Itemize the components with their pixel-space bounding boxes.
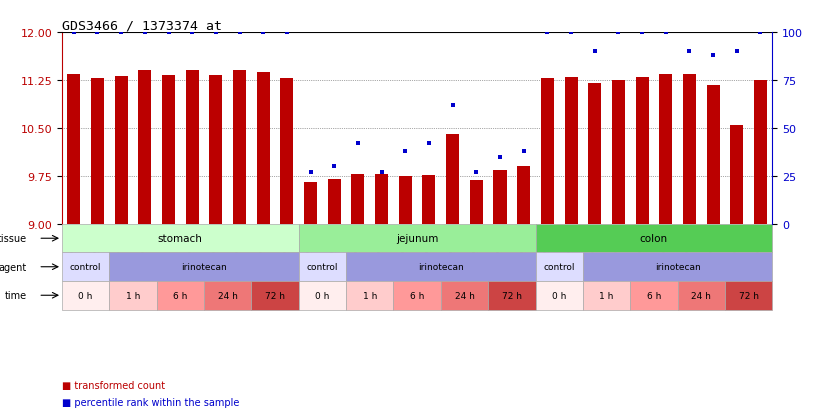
Text: stomach: stomach: [158, 234, 202, 244]
Bar: [62, 253, 109, 281]
Bar: [493, 171, 506, 224]
Bar: [612, 81, 625, 224]
Text: 1 h: 1 h: [600, 291, 614, 300]
Bar: [517, 167, 530, 224]
Bar: [730, 126, 743, 224]
Text: agent: agent: [0, 262, 26, 272]
Bar: [138, 71, 151, 224]
Bar: [299, 281, 346, 310]
Bar: [257, 73, 270, 224]
Bar: [441, 281, 488, 310]
Text: ■ transformed count: ■ transformed count: [62, 380, 165, 390]
Bar: [706, 85, 719, 224]
Bar: [109, 253, 299, 281]
Bar: [299, 253, 346, 281]
Bar: [351, 175, 364, 224]
Text: 24 h: 24 h: [454, 291, 474, 300]
Bar: [683, 74, 696, 224]
Bar: [399, 177, 412, 224]
Bar: [488, 281, 535, 310]
Bar: [67, 74, 80, 224]
Text: control: control: [306, 263, 338, 272]
Bar: [535, 253, 583, 281]
Text: time: time: [4, 290, 26, 301]
Bar: [346, 281, 393, 310]
Text: 6 h: 6 h: [647, 291, 661, 300]
Bar: [393, 281, 441, 310]
Text: 0 h: 0 h: [78, 291, 93, 300]
Text: tissue: tissue: [0, 234, 26, 244]
Bar: [251, 281, 299, 310]
Text: 0 h: 0 h: [552, 291, 567, 300]
Bar: [535, 281, 583, 310]
Text: irinotecan: irinotecan: [655, 263, 700, 272]
Bar: [304, 183, 317, 224]
Text: jejunum: jejunum: [396, 234, 439, 244]
Text: 1 h: 1 h: [363, 291, 377, 300]
Text: colon: colon: [640, 234, 668, 244]
Bar: [115, 76, 128, 224]
Bar: [588, 84, 601, 224]
Bar: [583, 281, 630, 310]
Text: 0 h: 0 h: [316, 291, 330, 300]
Text: control: control: [544, 263, 575, 272]
Bar: [422, 175, 435, 224]
Text: GDS3466 / 1373374_at: GDS3466 / 1373374_at: [62, 19, 222, 32]
Bar: [630, 281, 677, 310]
Text: 24 h: 24 h: [691, 291, 711, 300]
Bar: [725, 281, 772, 310]
Bar: [635, 78, 648, 224]
Bar: [535, 224, 772, 253]
Bar: [62, 281, 109, 310]
Bar: [446, 135, 459, 224]
Bar: [62, 224, 299, 253]
Bar: [564, 78, 577, 224]
Bar: [583, 253, 772, 281]
Text: 72 h: 72 h: [738, 291, 758, 300]
Bar: [233, 71, 246, 224]
Bar: [754, 81, 767, 224]
Bar: [280, 79, 293, 224]
Text: 1 h: 1 h: [126, 291, 140, 300]
Text: 6 h: 6 h: [173, 291, 188, 300]
Text: 24 h: 24 h: [218, 291, 238, 300]
Bar: [162, 76, 175, 224]
Bar: [186, 71, 199, 224]
Text: ■ percentile rank within the sample: ■ percentile rank within the sample: [62, 397, 240, 407]
Bar: [204, 281, 251, 310]
Bar: [470, 181, 483, 224]
Bar: [299, 224, 535, 253]
Bar: [328, 180, 341, 224]
Bar: [677, 281, 725, 310]
Text: 6 h: 6 h: [410, 291, 425, 300]
Bar: [541, 79, 554, 224]
Text: irinotecan: irinotecan: [418, 263, 463, 272]
Bar: [91, 79, 104, 224]
Bar: [346, 253, 535, 281]
Bar: [375, 175, 388, 224]
Text: irinotecan: irinotecan: [181, 263, 227, 272]
Text: 72 h: 72 h: [265, 291, 285, 300]
Bar: [109, 281, 157, 310]
Text: 72 h: 72 h: [502, 291, 522, 300]
Bar: [209, 76, 222, 224]
Text: control: control: [70, 263, 102, 272]
Bar: [157, 281, 204, 310]
Bar: [659, 74, 672, 224]
